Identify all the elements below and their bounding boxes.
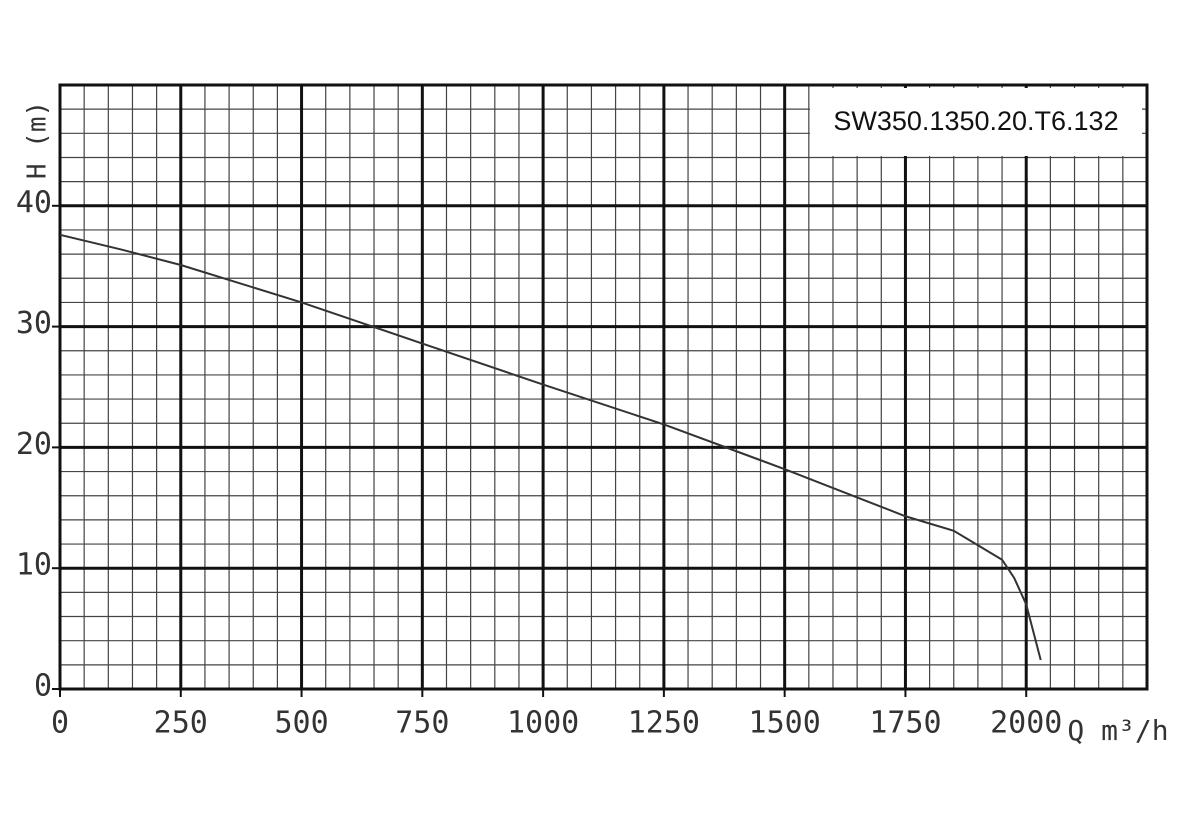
- x-tick-label: 1250: [628, 706, 700, 741]
- y-tick-label: 0: [34, 669, 52, 704]
- x-tick-label: 0: [51, 706, 69, 741]
- y-tick-label: 40: [16, 185, 52, 220]
- x-tick-label: 2000: [990, 706, 1062, 741]
- x-tick-label: 500: [274, 706, 328, 741]
- y-tick-label: 10: [16, 548, 52, 583]
- annotation-box: [810, 88, 1142, 156]
- y-axis-label: H (m): [23, 101, 53, 179]
- annotation: SW350.1350.20.T6.132: [833, 106, 1118, 136]
- plot-frame: [58, 83, 1149, 691]
- x-axis-label: Q m³/h: [1067, 714, 1168, 747]
- y-tick-label: 30: [16, 306, 52, 341]
- x-tick-label: 1750: [869, 706, 941, 741]
- x-tick-label: 750: [395, 706, 449, 741]
- y-tick-label: 20: [16, 427, 52, 462]
- pump-curve: [59, 233, 1042, 661]
- x-tick-label: 250: [154, 706, 208, 741]
- x-tick-label: 1000: [507, 706, 579, 741]
- x-tick-label: 1500: [749, 706, 821, 741]
